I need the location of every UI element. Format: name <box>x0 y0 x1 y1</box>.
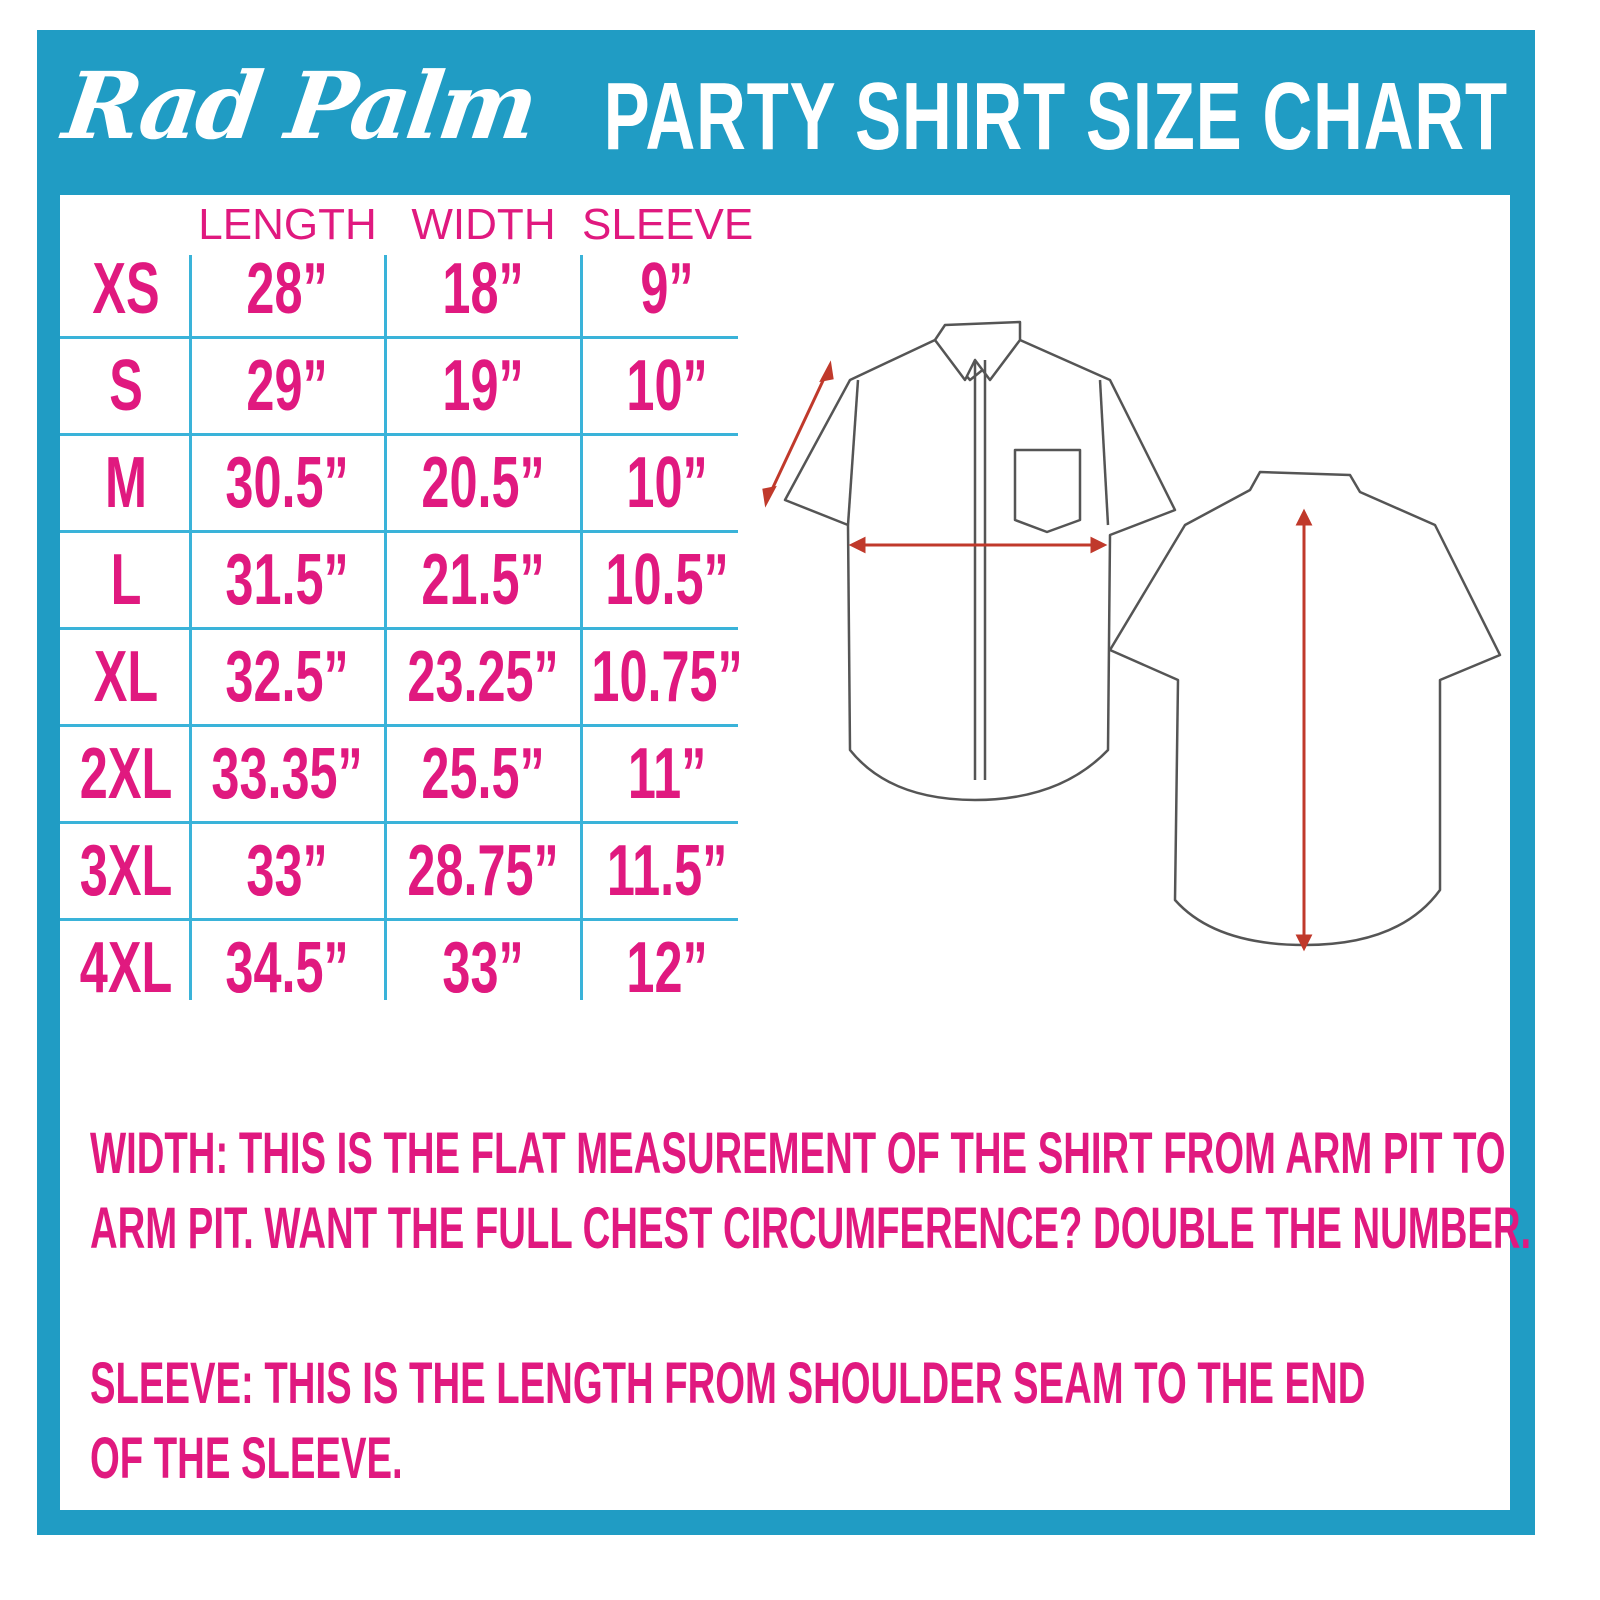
length-cell: 28” <box>190 240 385 337</box>
sleeve-cell: 10.75” <box>582 628 752 725</box>
width-note-line-2: ARM PIT. WANT THE FULL CHEST CIRCUMFEREN… <box>90 1196 1532 1261</box>
width-note-line-1: WIDTH: THIS IS THE FLAT MEASUREMENT OF T… <box>90 1121 1506 1186</box>
sleeve-value: 12” <box>626 927 708 1008</box>
size-value: XL <box>93 636 159 717</box>
size-value: 2XL <box>79 733 173 814</box>
length-value: 32.5” <box>225 636 350 717</box>
width-value: 20.5” <box>421 442 546 523</box>
sleeve-value: 11.5” <box>606 830 728 911</box>
sleeve-cell: 11.5” <box>582 822 752 919</box>
sleeve-cell: 9” <box>582 240 752 337</box>
width-cell: 23.25” <box>385 628 582 725</box>
width-cell: 18” <box>385 240 582 337</box>
length-cell: 30.5” <box>190 434 385 531</box>
sleeve-value: 10.75” <box>591 636 743 717</box>
size-value: XS <box>92 248 160 329</box>
header-length: LENGTH <box>198 200 377 249</box>
width-cell: 19” <box>385 337 582 434</box>
row-divider <box>60 821 738 824</box>
size-value: 3XL <box>79 830 173 911</box>
width-value: 23.25” <box>407 636 560 717</box>
column-divider <box>580 255 583 1000</box>
width-value: 25.5” <box>421 733 546 814</box>
row-divider <box>60 530 738 533</box>
measurement-arrows <box>762 360 1313 952</box>
length-cell: 29” <box>190 337 385 434</box>
length-cell: 33.35” <box>190 725 385 822</box>
row-divider <box>60 627 738 630</box>
size-label: L <box>62 531 190 628</box>
row-divider <box>60 724 738 727</box>
sleeve-value: 10.5” <box>605 539 729 620</box>
width-cell: 25.5” <box>385 725 582 822</box>
width-value: 21.5” <box>421 539 546 620</box>
length-value: 29” <box>246 345 329 426</box>
sleeve-value: 9” <box>640 248 694 329</box>
row-divider <box>60 433 738 436</box>
sleeve-value: 10” <box>626 345 708 426</box>
length-cell: 34.5” <box>190 919 385 1016</box>
shirt-front-icon <box>783 320 1177 802</box>
size-value: S <box>109 345 143 426</box>
width-cell: 33” <box>385 919 582 1016</box>
header-sleeve: SLEEVE <box>582 200 754 249</box>
width-value: 28.75” <box>407 830 560 911</box>
length-cell: 31.5” <box>190 531 385 628</box>
column-divider <box>189 255 192 1000</box>
length-cell: 33” <box>190 822 385 919</box>
size-label: 4XL <box>62 919 190 1016</box>
width-value: 18” <box>442 248 525 329</box>
width-cell: 28.75” <box>385 822 582 919</box>
size-label: 2XL <box>62 725 190 822</box>
length-value: 33.35” <box>211 733 364 814</box>
sleeve-cell: 12” <box>582 919 752 1016</box>
width-cell: 21.5” <box>385 531 582 628</box>
sleeve-note-line-1: SLEEVE: THIS IS THE LENGTH FROM SHOULDER… <box>90 1351 1366 1416</box>
width-cell: 20.5” <box>385 434 582 531</box>
size-value: 4XL <box>79 927 173 1008</box>
header-width: WIDTH <box>411 200 556 249</box>
length-value: 34.5” <box>225 927 350 1008</box>
length-value: 31.5” <box>225 539 350 620</box>
size-label: XL <box>62 628 190 725</box>
row-divider <box>60 918 738 921</box>
sleeve-cell: 10” <box>582 434 752 531</box>
width-value: 19” <box>442 345 525 426</box>
sleeve-note-line-2: OF THE SLEEVE. <box>90 1426 403 1491</box>
page-title: PARTY SHIRT SIZE CHART <box>603 63 1508 170</box>
size-label: S <box>62 337 190 434</box>
length-cell: 32.5” <box>190 628 385 725</box>
size-label: 3XL <box>62 822 190 919</box>
width-value: 33” <box>442 927 525 1008</box>
size-value: M <box>104 442 147 523</box>
sleeve-cell: 11” <box>582 725 752 822</box>
size-value: L <box>110 539 142 620</box>
row-divider <box>60 336 738 339</box>
length-value: 28” <box>246 248 329 329</box>
length-value: 30.5” <box>225 442 350 523</box>
sleeve-cell: 10” <box>582 337 752 434</box>
size-label: M <box>62 434 190 531</box>
length-value: 33” <box>246 830 329 911</box>
sleeve-value: 11” <box>627 733 707 814</box>
size-label: XS <box>62 240 190 337</box>
sleeve-cell: 10.5” <box>582 531 752 628</box>
sleeve-value: 10” <box>626 442 708 523</box>
column-divider <box>384 255 387 1000</box>
